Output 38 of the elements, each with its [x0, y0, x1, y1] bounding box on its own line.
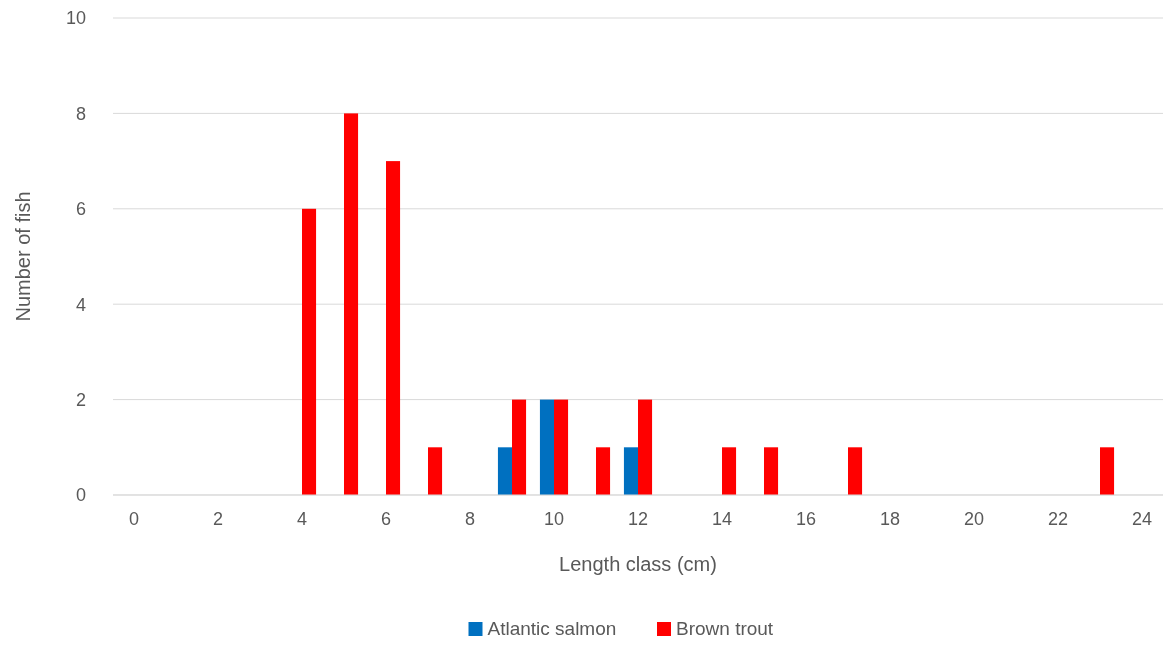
bar — [428, 447, 443, 495]
x-tick-label: 16 — [795, 509, 817, 529]
x-axis-title: Length class (cm) — [559, 553, 717, 575]
bar — [623, 447, 638, 495]
x-tick-label: 8 — [464, 509, 476, 529]
bar — [302, 208, 317, 495]
x-tick-label: 0 — [128, 509, 140, 529]
x-tick-label: 14 — [711, 509, 733, 529]
y-tick-label: 8 — [75, 103, 86, 124]
bar — [596, 447, 611, 495]
bar — [848, 447, 863, 495]
legend-label: Atlantic salmon — [487, 618, 617, 639]
y-tick-label: 4 — [75, 294, 86, 315]
x-tick-label: 12 — [627, 509, 649, 529]
legend-label: Brown trout — [676, 618, 774, 639]
x-tick-label: 24 — [1131, 509, 1153, 529]
x-tick-label: 10 — [543, 509, 565, 529]
x-tick-label: 2 — [212, 509, 224, 529]
y-tick-label: 6 — [75, 199, 86, 220]
x-tick-label: 6 — [380, 509, 392, 529]
bar — [1100, 447, 1115, 495]
bar — [512, 399, 527, 495]
y-tick-label: 2 — [75, 389, 86, 410]
x-tick-label: 4 — [296, 509, 308, 529]
y-tick-label: 10 — [65, 8, 86, 29]
x-tick-label: 20 — [963, 509, 985, 529]
bar — [386, 161, 401, 495]
x-tick-label: 18 — [879, 509, 901, 529]
bar — [344, 113, 359, 495]
bar — [722, 447, 737, 495]
y-axis-title: Number of fish — [12, 191, 34, 322]
bar — [638, 399, 653, 495]
y-tick-label: 0 — [75, 485, 86, 506]
x-tick-label: 22 — [1047, 509, 1069, 529]
bar — [497, 447, 512, 495]
bar — [539, 399, 554, 495]
bar — [554, 399, 569, 495]
bar — [764, 447, 779, 495]
